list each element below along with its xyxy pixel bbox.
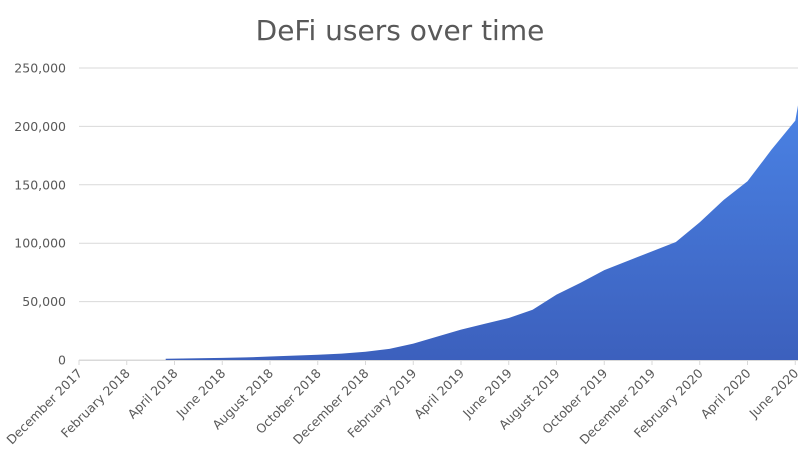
y-tick-label: 50,000: [22, 294, 66, 309]
y-tick-label: 250,000: [14, 61, 66, 76]
y-tick-label: 0: [58, 353, 66, 368]
x-tick-label: June 2020: [745, 365, 800, 421]
x-tick-label: April 2018: [125, 365, 181, 421]
x-tick-label: April 2019: [411, 365, 467, 421]
y-tick-label: 100,000: [14, 236, 66, 251]
y-axis: 0 50,000 100,000 150,000 200,000 250,000: [14, 61, 66, 368]
users-area-series: [165, 105, 798, 361]
y-tick-label: 200,000: [14, 119, 66, 134]
chart-title: DeFi users over time: [255, 14, 545, 47]
x-tick-label: April 2020: [698, 365, 754, 421]
y-tick-label: 150,000: [14, 177, 66, 192]
